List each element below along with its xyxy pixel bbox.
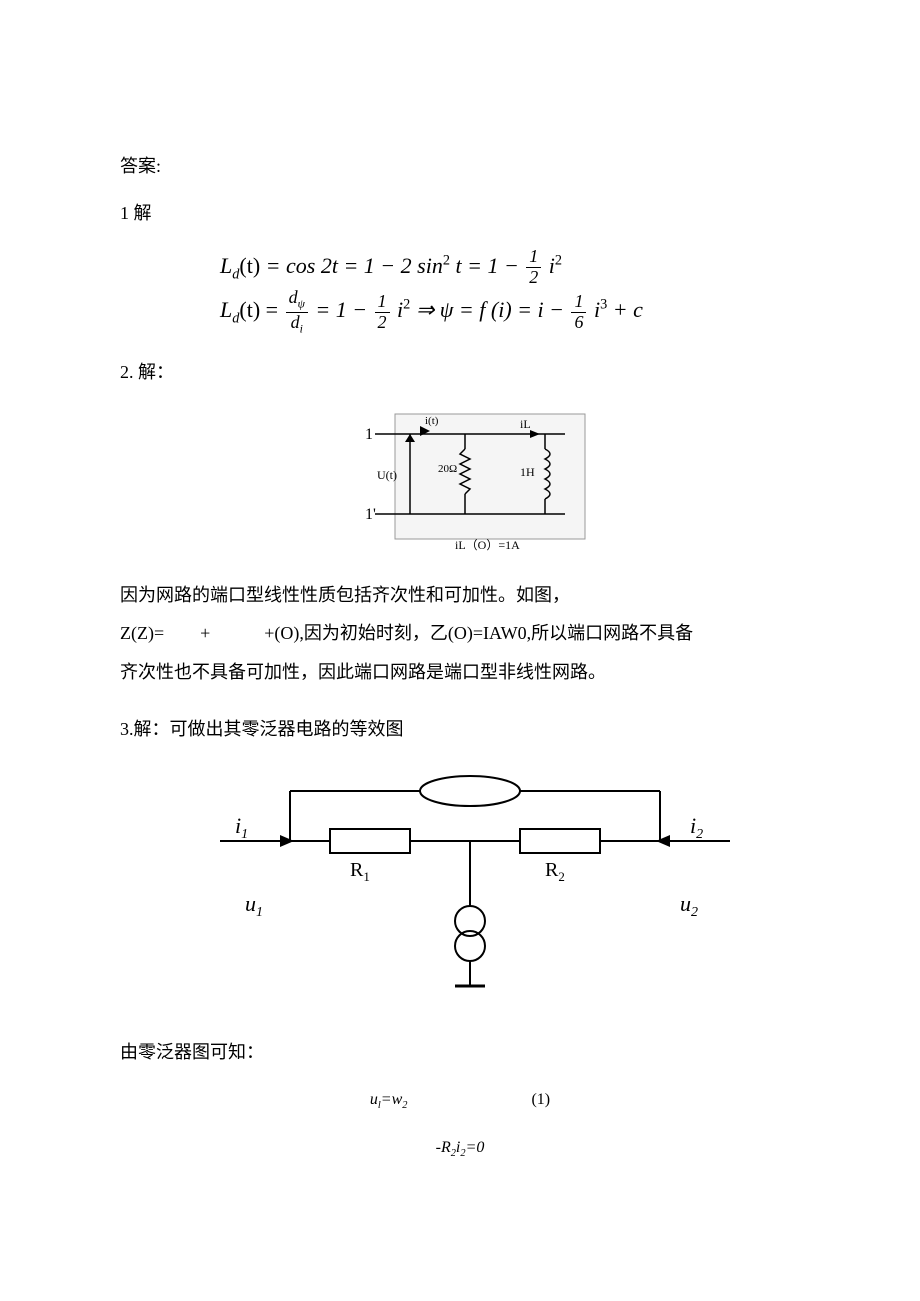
u1-label: u1 (245, 891, 263, 920)
fraction: 12 (526, 247, 541, 288)
eq-tail: i2 (549, 253, 562, 278)
q2-para1: 因为网路的端口型线性性质包括齐次性和可加性。如图， (120, 579, 800, 611)
q2-para3: 齐次性也不具备可加性，因此端口网路是端口型非线性网路。 (120, 656, 800, 688)
fraction: 16 (571, 292, 586, 333)
init-cond: iL（O）=1A (455, 538, 520, 552)
node-1: 1 (365, 426, 373, 443)
q3-para1: 由零泛器图可知： (120, 1036, 800, 1068)
eq-tail: i3 + c (594, 297, 643, 322)
q1-eq1: Ld(t) = cos 2t = 1 − 2 sin2 t = 1 − 12 i… (220, 245, 800, 289)
r1-label: R1 (350, 859, 370, 884)
iL-label: iL (520, 417, 531, 431)
q3-nullor-diagram: i1 i2 R1 R2 u1 u2 (120, 761, 800, 1021)
q3-label: 3.解：可做出其零泛器电路的等效图 (120, 713, 800, 745)
eq-lhs: Ld(t) = (220, 297, 284, 322)
i-in-label: i(t) (425, 415, 439, 427)
eq-number: (1) (531, 1086, 550, 1115)
i2-label: i2 (690, 813, 703, 842)
eq-lhs: Ld(t) (220, 253, 260, 278)
q1-eq2: Ld(t) = dψdi = 1 − 12 i2 ⇒ ψ = f (i) = i… (220, 288, 800, 336)
fraction: 12 (375, 292, 390, 333)
u-source-label: U(t) (377, 468, 397, 482)
eq-body: = cos 2t = 1 − 2 sin2 t = 1 − (266, 253, 519, 278)
eq-mid: = 1 − (315, 297, 372, 322)
q1-equations: Ld(t) = cos 2t = 1 − 2 sin2 t = 1 − 12 i… (220, 245, 800, 336)
answers-header: 答案: (120, 150, 800, 182)
q2-circuit-diagram: 1 1' i(t) U(t) 20Ω 1H iL iL（O）=1A (120, 404, 800, 564)
q1-label: 1 解 (120, 197, 800, 229)
eq-mid2: i2 (397, 297, 410, 322)
q2-label: 2. 解： (120, 356, 800, 388)
u2-label: u2 (680, 891, 698, 920)
node-1p: 1' (365, 506, 376, 523)
l-label: 1H (520, 465, 535, 479)
r2-label: R2 (545, 859, 565, 884)
eq-arrow: ⇒ ψ = f (i) = i − (416, 297, 570, 322)
fraction: dψdi (286, 288, 308, 336)
q3-eq1: ul=w2 (1) (120, 1086, 800, 1116)
i1-label: i1 (235, 813, 248, 842)
q3-eq2: -R2i2=0 (120, 1134, 800, 1164)
r-label: 20Ω (438, 463, 457, 475)
q2-para2: Z(Z)= + +(O),因为初始时刻，乙(O)=IAW0,所以端口网路不具备 (120, 617, 800, 649)
